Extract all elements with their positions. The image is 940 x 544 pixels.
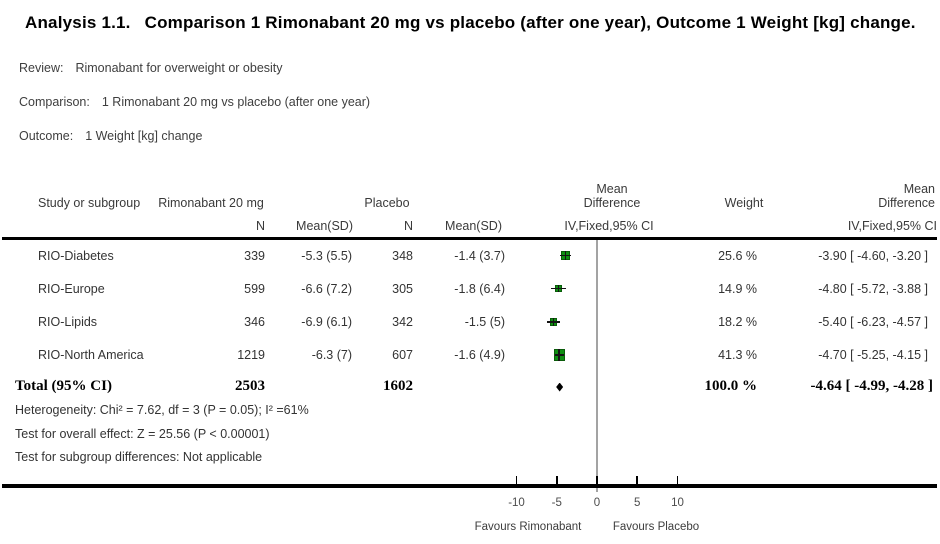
effect-square	[549, 318, 558, 326]
axis-tick-label: 5	[634, 497, 641, 509]
outcome-line: Outcome: 1 Weight [kg] change	[19, 129, 202, 143]
favours-left-label: Favours Rimonabant	[474, 521, 582, 533]
outcome-label: Outcome:	[19, 129, 74, 143]
point-estimate-tick	[552, 318, 555, 326]
treatment-n: 346	[244, 315, 265, 329]
col-header-study: Study or subgroup	[38, 196, 141, 210]
mean-difference-line2: Difference	[878, 196, 935, 210]
col-subheader-control-n: N	[403, 219, 413, 233]
ci-line	[559, 254, 572, 257]
total-control-n: 1602	[383, 378, 413, 394]
point-estimate-tick	[564, 251, 567, 260]
axis-tick	[515, 476, 518, 484]
review-value: Rimonabant for overweight or obesity	[75, 61, 283, 75]
md-ci-value: -4.80 [ -5.72, -3.88 ]	[818, 282, 928, 296]
review-label: Review:	[19, 61, 64, 75]
total-md-ci: -4.64 [ -4.99, -4.28 ]	[810, 378, 933, 394]
control-mean-sd: -1.6 (4.9)	[454, 348, 505, 362]
x-axis-line	[2, 484, 937, 488]
study-name: RIO-Diabetes	[38, 249, 114, 263]
mean-difference-line1: Mean	[596, 182, 628, 196]
col-subheader-effect-ci-text: IV,Fixed,95% CI	[847, 219, 937, 233]
favours-right-label: Favours Placebo	[612, 521, 700, 533]
ci-line	[550, 287, 566, 290]
effect-square	[561, 251, 571, 260]
axis-tick	[636, 476, 639, 484]
treatment-mean-sd: -5.3 (5.5)	[301, 249, 352, 263]
axis-tick	[676, 476, 679, 484]
weight-value: 14.9 %	[718, 282, 757, 296]
effect-square	[553, 349, 565, 361]
point-estimate-tick	[557, 285, 560, 292]
heterogeneity-note: Heterogeneity: Chi² = 7.62, df = 3 (P = …	[15, 403, 309, 417]
col-header-treatment-group: Rimonabant 20 mg	[158, 196, 264, 210]
outcome-value: 1 Weight [kg] change	[85, 129, 203, 143]
axis-tick-label: -5	[551, 497, 562, 509]
treatment-mean-sd: -6.3 (7)	[311, 348, 352, 362]
treatment-mean-sd: -6.9 (6.1)	[301, 315, 352, 329]
ci-line	[554, 354, 564, 356]
study-name: RIO-Lipids	[38, 315, 98, 329]
zero-effect-line	[596, 240, 598, 492]
control-mean-sd: -1.5 (5)	[464, 315, 505, 329]
treatment-n: 1219	[237, 348, 265, 362]
effect-square	[554, 285, 562, 292]
comparison-label: Comparison:	[19, 95, 90, 109]
axis-tick-label: -10	[508, 497, 525, 509]
col-header-weight: Weight	[724, 196, 764, 210]
mean-difference-line1: Mean	[903, 182, 935, 196]
axis-tick	[555, 476, 558, 484]
total-label: Total (95% CI)	[15, 378, 112, 394]
md-ci-value: -3.90 [ -4.60, -3.20 ]	[818, 249, 928, 263]
col-subheader-effect-ci-plot: IV,Fixed,95% CI	[564, 219, 654, 233]
table-top-rule	[2, 237, 937, 240]
col-header-mean-difference-text: Mean Difference	[835, 182, 935, 210]
page-title: Analysis 1.1. Comparison 1 Rimonabant 20 …	[25, 13, 916, 33]
review-line: Review: Rimonabant for overweight or obes…	[19, 61, 283, 75]
control-n: 348	[392, 249, 413, 263]
treatment-n: 339	[244, 249, 265, 263]
analysis-number: Analysis 1.1.	[25, 13, 131, 32]
total-treatment-n: 2503	[235, 378, 265, 394]
mean-difference-line2: Difference	[583, 196, 641, 210]
study-name: RIO-Europe	[38, 282, 105, 296]
study-name: RIO-North America	[38, 348, 144, 362]
comparison-line: Comparison: 1 Rimonabant 20 mg vs placebo…	[19, 95, 370, 109]
control-n: 342	[392, 315, 413, 329]
col-header-mean-difference-plot: Mean Difference	[562, 182, 662, 210]
treatment-mean-sd: -6.6 (7.2)	[301, 282, 352, 296]
total-diamond	[556, 382, 564, 392]
ci-line	[546, 321, 561, 323]
md-ci-value: -5.40 [ -6.23, -4.57 ]	[818, 315, 928, 329]
col-subheader-treatment-meansd: Mean(SD)	[296, 219, 353, 233]
control-n: 305	[392, 282, 413, 296]
weight-value: 41.3 %	[718, 348, 757, 362]
subgroup-differences-note: Test for subgroup differences: Not appli…	[15, 450, 263, 464]
axis-tick-label: 10	[671, 497, 684, 509]
control-mean-sd: -1.4 (3.7)	[454, 249, 505, 263]
col-subheader-treatment-n: N	[255, 219, 265, 233]
overall-effect-note: Test for overall effect: Z = 25.56 (P < …	[15, 427, 270, 441]
col-subheader-control-meansd: Mean(SD)	[445, 219, 502, 233]
control-n: 607	[392, 348, 413, 362]
point-estimate-tick	[558, 349, 560, 361]
treatment-n: 599	[244, 282, 265, 296]
comparison-value: 1 Rimonabant 20 mg vs placebo (after one…	[101, 95, 371, 109]
axis-tick-label: 0	[593, 497, 601, 509]
weight-value: 25.6 %	[718, 249, 757, 263]
analysis-title-text: Comparison 1 Rimonabant 20 mg vs placebo…	[144, 13, 916, 32]
total-weight: 100.0 %	[704, 378, 758, 394]
md-ci-value: -4.70 [ -5.25, -4.15 ]	[818, 348, 928, 362]
col-header-control-group: Placebo	[364, 196, 410, 210]
weight-value: 18.2 %	[718, 315, 757, 329]
control-mean-sd: -1.8 (6.4)	[454, 282, 505, 296]
